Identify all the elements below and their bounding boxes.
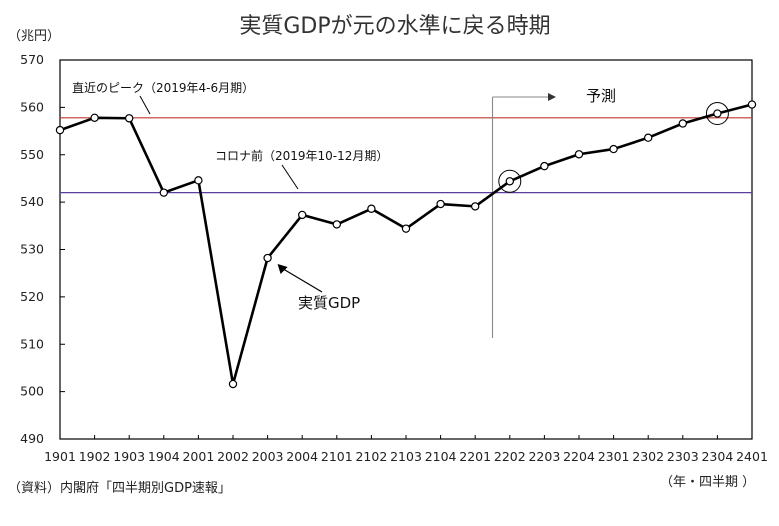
x-tick-label: 1904: [148, 449, 180, 464]
x-tick-label: 2401: [736, 449, 768, 464]
data-point: [228, 379, 238, 389]
reference-line-label: 直近のピーク（2019年4-6月期）: [72, 81, 254, 95]
x-tick-label: 2004: [286, 449, 318, 464]
data-point: [540, 161, 549, 171]
data-point: [574, 150, 584, 159]
x-tick-label: 1902: [79, 449, 111, 464]
y-axis-ticks: 490 500 510 520 530 540 550 560 570: [20, 52, 65, 446]
x-tick-label: 2203: [528, 449, 560, 464]
y-tick-label: 540: [20, 194, 44, 209]
data-point: [471, 202, 480, 211]
data-point: [298, 210, 307, 220]
series-label-real-gdp: 実質GDP: [298, 294, 360, 312]
source-note: （資料）内閣府「四半期別GDP速報」: [8, 480, 231, 496]
data-point: [124, 114, 134, 123]
series-label-pointer: [281, 267, 323, 293]
reference-lines: 直近のピーク（2019年4-6月期） コロナ前（2019年10-12月期）: [60, 81, 752, 194]
y-tick-label: 550: [20, 147, 44, 162]
chart-title: 実質GDPが元の水準に戻る時期: [239, 14, 550, 39]
y-tick-label: 570: [20, 52, 44, 67]
y-axis-unit-label: （兆円）: [8, 29, 60, 44]
forecast-marker: 予測: [491, 87, 616, 338]
forecast-arrowhead-icon: [548, 93, 556, 101]
x-tick-label: 2302: [632, 449, 664, 464]
plot-area-frame: [59, 59, 753, 440]
y-tick-label: 560: [20, 99, 44, 114]
data-point: [713, 109, 722, 118]
data-point: [401, 224, 411, 233]
x-axis-ticks: 1901 1902 1903 1904 2001 2002 2003 2004 2101 2102…: [44, 435, 768, 464]
reference-line-label: コロナ前（2019年10-12月期）: [215, 148, 388, 163]
x-tick-label: 1901: [44, 449, 76, 464]
y-tick-label: 490: [20, 431, 44, 446]
reference-leader-line: [281, 164, 299, 190]
highlight-ring: [705, 102, 729, 126]
series-group: [55, 100, 757, 389]
x-tick-label: 2301: [598, 449, 630, 464]
forecast-label: 予測: [586, 87, 616, 105]
x-tick-label: 2001: [182, 449, 214, 464]
data-point: [263, 253, 272, 263]
x-tick-label: 2104: [425, 449, 457, 464]
y-tick-label: 520: [20, 289, 44, 304]
data-point: [367, 204, 376, 213]
data-point: [55, 125, 65, 135]
x-axis-unit-label: （年・四半期 ）: [660, 475, 755, 490]
data-point: [90, 113, 99, 122]
y-tick-label: 500: [20, 384, 44, 399]
series-label-arrowhead-icon: [277, 264, 288, 275]
data-point: [644, 133, 653, 142]
series-line-real-gdp: [59, 103, 753, 386]
data-point: [505, 177, 514, 186]
y-tick-label: 510: [20, 336, 44, 351]
highlight-ring: [498, 169, 522, 193]
x-tick-label: 2202: [494, 449, 526, 464]
x-tick-label: 2201: [459, 449, 491, 464]
data-point: [159, 188, 168, 197]
data-point: [609, 144, 618, 154]
x-tick-label: 2303: [667, 449, 699, 464]
x-tick-label: 2002: [217, 449, 249, 464]
x-tick-label: 2102: [355, 449, 387, 464]
x-tick-label: 2204: [563, 449, 595, 464]
data-point: [332, 220, 341, 229]
x-tick-label: 2003: [252, 449, 284, 464]
data-point: [194, 176, 203, 185]
y-tick-label: 530: [20, 242, 44, 257]
data-point: [436, 199, 445, 209]
reference-leader-line: [139, 95, 151, 115]
data-point: [678, 119, 688, 128]
x-tick-label: 2103: [390, 449, 422, 464]
x-tick-label: 2101: [321, 449, 353, 464]
data-point: [747, 100, 757, 109]
x-tick-label: 1903: [113, 449, 145, 464]
x-tick-label: 2304: [701, 449, 733, 464]
